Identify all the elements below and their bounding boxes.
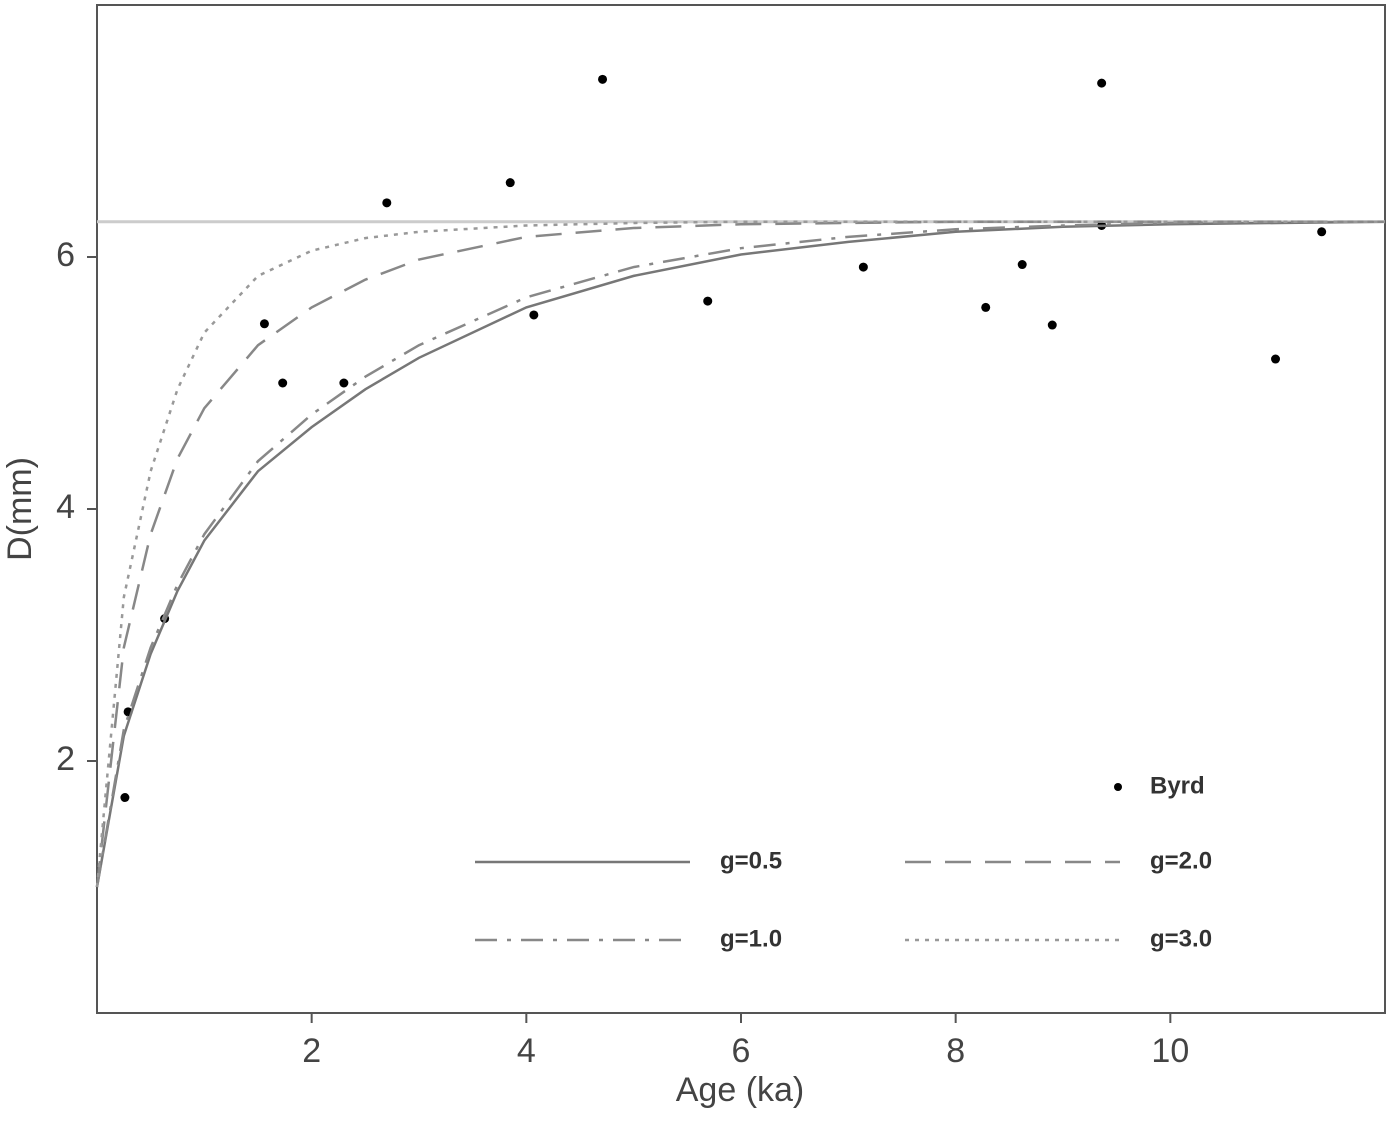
legend-label: Byrd — [1150, 772, 1205, 799]
legend-label: g=1.0 — [720, 925, 782, 952]
y-tick-label: 6 — [56, 236, 75, 274]
point — [1271, 354, 1281, 364]
curve — [95, 220, 1386, 888]
point — [1317, 227, 1327, 237]
point — [858, 262, 868, 272]
point — [1017, 260, 1027, 270]
point — [505, 178, 515, 188]
point — [1047, 320, 1057, 330]
legend-marker — [1114, 783, 1122, 791]
point — [120, 793, 130, 803]
x-axis-label: Age (ka) — [676, 1071, 805, 1109]
legend-label: g=0.5 — [720, 847, 782, 874]
point — [278, 378, 288, 388]
point — [529, 310, 539, 320]
x-tick-label: 10 — [1151, 1032, 1189, 1070]
legend-label: g=2.0 — [1150, 847, 1212, 874]
legend-label: g=3.0 — [1150, 925, 1212, 952]
point — [598, 74, 608, 84]
point — [703, 296, 713, 306]
point — [1097, 78, 1107, 88]
x-tick-label: 8 — [946, 1032, 965, 1070]
y-tick-label: 2 — [56, 740, 75, 778]
y-axis-label: D(mm) — [1, 457, 39, 561]
x-tick-label: 4 — [517, 1032, 536, 1070]
point — [339, 378, 349, 388]
x-tick-label: 6 — [732, 1032, 751, 1070]
curve — [95, 220, 1385, 888]
point — [382, 198, 392, 208]
x-tick-label: 2 — [302, 1032, 321, 1070]
point — [259, 319, 269, 329]
y-tick-label: 4 — [56, 488, 75, 526]
curve — [95, 220, 1385, 888]
point — [981, 302, 991, 312]
curve — [95, 220, 1385, 888]
